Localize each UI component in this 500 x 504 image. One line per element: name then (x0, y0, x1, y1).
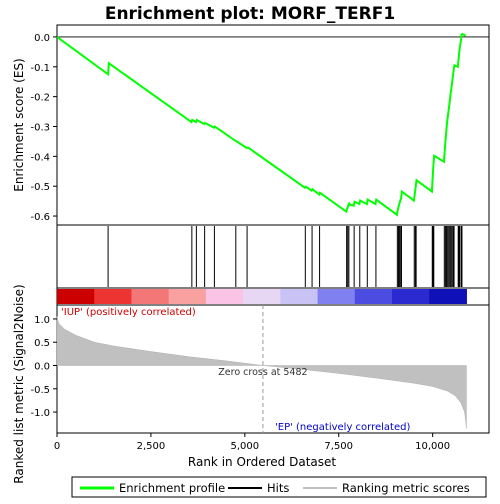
heatbar-segment (317, 289, 356, 304)
x-tick-label: 2,500 (137, 441, 166, 452)
es-y-axis-label: Enrichment score (ES) (12, 58, 26, 191)
metric-panel: Zero cross at 5482 'IUP' (positively cor… (12, 284, 490, 484)
metric-y-tick-label: 0.0 (34, 362, 50, 373)
heatbar-segment (205, 289, 244, 304)
legend-label-hits: Hits (267, 481, 289, 495)
x-tick-label: 5,000 (231, 441, 260, 452)
heatbar-segment (94, 289, 132, 304)
zero-cross-label: Zero cross at 5482 (218, 367, 307, 378)
hits-panel (56, 224, 490, 289)
metric-y-tick-label: -0.5 (30, 385, 50, 396)
legend-frame (71, 476, 487, 498)
rank-heatmap-bar (56, 287, 490, 306)
es-y-tick-label: 0.0 (34, 33, 50, 44)
es-y-tick-label: -0.5 (30, 182, 50, 193)
negative-correlation-label: 'EP' (negatively correlated) (275, 422, 410, 433)
es-y-tick-label: -0.4 (30, 152, 50, 163)
heatbar-segment (354, 289, 393, 304)
es-y-tick-label: -0.3 (30, 122, 50, 133)
positive-correlation-label: 'IUP' (positively correlated) (61, 307, 196, 318)
es-y-tick-label: -0.2 (30, 93, 50, 104)
legend-label-profile: Enrichment profile (119, 481, 225, 495)
metric-y-tick-label: -1.0 (30, 408, 50, 419)
metric-panel-frame (56, 304, 490, 434)
es-y-tick-label: -0.1 (30, 63, 50, 74)
metric-y-tick-label: 1.0 (34, 315, 50, 326)
metric-y-tick-label: 0.5 (34, 338, 50, 349)
heatbar-segment (392, 289, 430, 304)
metric-y-axis-label: Ranked list metric (Signal2Noise) (12, 284, 26, 483)
heatbar-segment (243, 289, 281, 304)
heatbar-segment (429, 289, 467, 304)
x-tick-label: 0 (54, 441, 60, 452)
legend: Enrichment profile Hits Ranking metric s… (71, 476, 487, 498)
legend-label-metric: Ranking metric scores (342, 481, 470, 495)
chart-title: Enrichment plot: MORF_TERF1 (105, 4, 395, 24)
heatbar-segment (280, 289, 319, 304)
enrichment-profile-line (56, 32, 467, 217)
x-tick-label: 7,500 (324, 441, 353, 452)
x-tick-label: 10,000 (415, 441, 450, 452)
es-panel: 0.0 -0.1 -0.2 -0.3 -0.4 -0.5 -0.6 Enrichment s… (12, 24, 490, 226)
heatbar-segment (131, 289, 170, 304)
es-y-tick-label: -0.6 (30, 212, 50, 223)
heatbar-segment (168, 289, 207, 304)
heatbar-segment (57, 289, 95, 304)
ranking-metric-area (56, 316, 467, 429)
x-axis-label: Rank in Ordered Dataset (188, 455, 336, 469)
